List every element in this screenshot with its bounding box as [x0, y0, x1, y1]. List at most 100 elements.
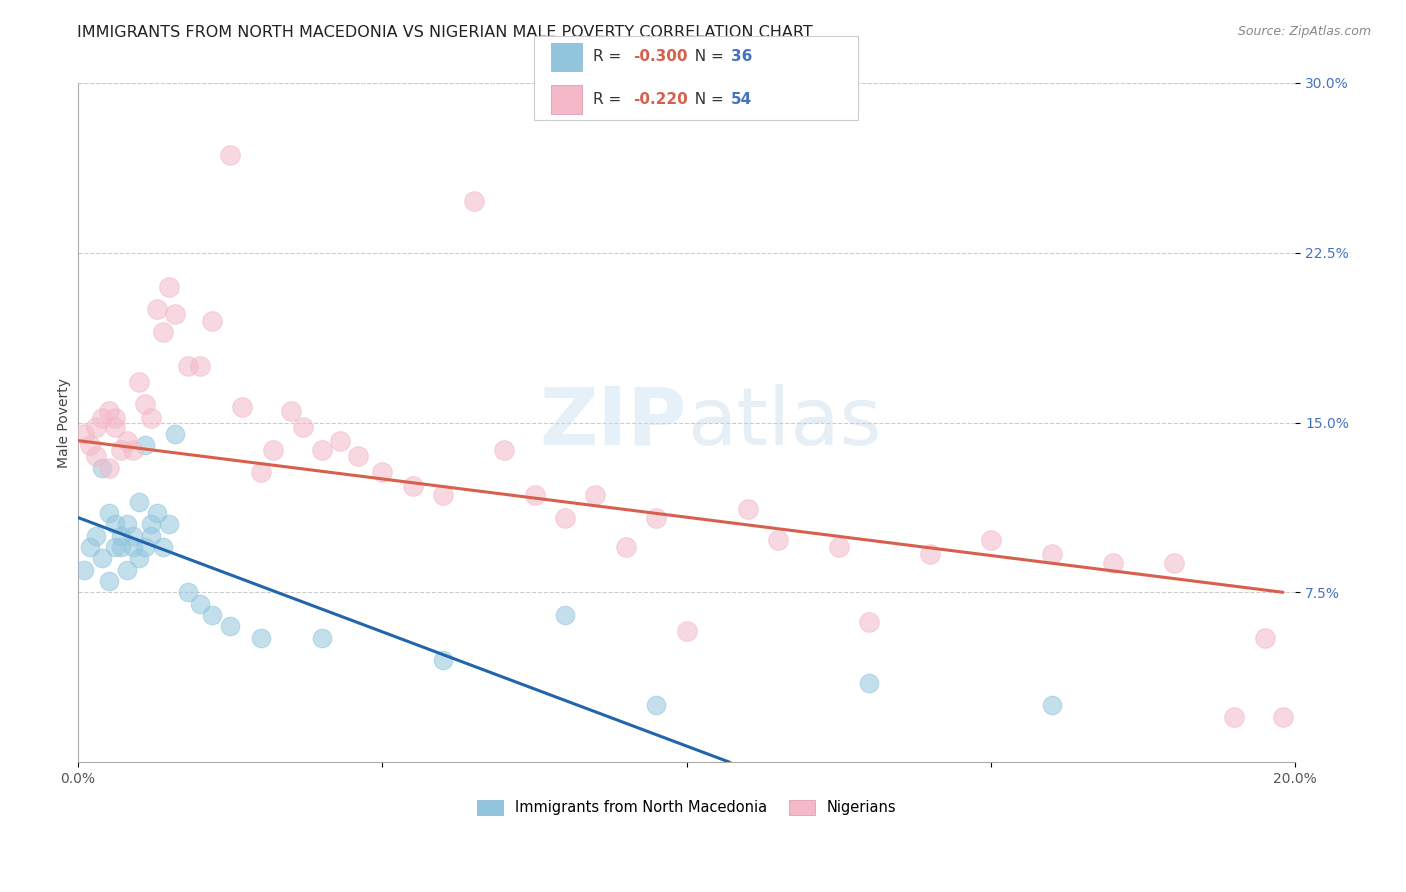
Point — [645, 698, 668, 713]
Point — [79, 438, 101, 452]
Point — [311, 442, 333, 457]
Point — [1163, 556, 1185, 570]
Point — [176, 359, 198, 373]
Text: IMMIGRANTS FROM NORTH MACEDONIA VS NIGERIAN MALE POVERTY CORRELATION CHART: IMMIGRANTS FROM NORTH MACEDONIA VS NIGER… — [77, 25, 813, 40]
Point — [91, 411, 114, 425]
Point — [91, 460, 114, 475]
Text: R =: R = — [593, 92, 627, 107]
Text: -0.300: -0.300 — [633, 49, 688, 64]
Point — [86, 450, 108, 464]
Point — [134, 438, 156, 452]
Text: 36: 36 — [731, 49, 752, 64]
Point — [165, 307, 187, 321]
Point — [141, 517, 163, 532]
Point — [1040, 547, 1063, 561]
Point — [86, 529, 108, 543]
Point — [645, 510, 668, 524]
Point — [201, 607, 224, 622]
Text: Source: ZipAtlas.com: Source: ZipAtlas.com — [1237, 25, 1371, 38]
Point — [122, 540, 145, 554]
Text: R =: R = — [593, 49, 627, 64]
Point — [104, 540, 127, 554]
Text: N =: N = — [685, 49, 728, 64]
Point — [329, 434, 352, 448]
Point — [554, 510, 576, 524]
Point — [104, 420, 127, 434]
Point — [523, 488, 546, 502]
Point — [280, 404, 302, 418]
Text: 54: 54 — [731, 92, 752, 107]
Point — [920, 547, 942, 561]
Point — [115, 434, 138, 448]
Point — [858, 676, 880, 690]
Point — [146, 302, 169, 317]
Point — [152, 540, 174, 554]
Point — [980, 533, 1002, 548]
Y-axis label: Male Poverty: Male Poverty — [58, 377, 72, 467]
Point — [583, 488, 606, 502]
Point — [231, 400, 253, 414]
Point — [141, 411, 163, 425]
Point — [97, 574, 120, 588]
Point — [73, 426, 96, 441]
Point — [128, 494, 150, 508]
Point — [152, 325, 174, 339]
Point — [262, 442, 284, 457]
Point — [110, 540, 132, 554]
Point — [115, 563, 138, 577]
Point — [86, 420, 108, 434]
Point — [1223, 710, 1246, 724]
Point — [463, 194, 485, 208]
Point — [97, 506, 120, 520]
Point — [249, 466, 271, 480]
Point — [110, 442, 132, 457]
Point — [494, 442, 516, 457]
Point — [97, 460, 120, 475]
Point — [188, 359, 211, 373]
Point — [347, 450, 370, 464]
Point — [292, 420, 315, 434]
Point — [176, 585, 198, 599]
Point — [614, 540, 637, 554]
Point — [249, 631, 271, 645]
Point — [675, 624, 697, 638]
Legend: Immigrants from North Macedonia, Nigerians: Immigrants from North Macedonia, Nigeria… — [470, 793, 904, 822]
Point — [122, 529, 145, 543]
Point — [432, 653, 454, 667]
Text: -0.220: -0.220 — [633, 92, 688, 107]
Point — [402, 479, 425, 493]
Point — [371, 466, 394, 480]
Point — [828, 540, 851, 554]
Point — [97, 404, 120, 418]
Point — [79, 540, 101, 554]
Point — [1040, 698, 1063, 713]
Point — [219, 619, 242, 633]
Point — [1254, 631, 1277, 645]
Point — [165, 426, 187, 441]
Point — [110, 529, 132, 543]
Point — [91, 551, 114, 566]
Point — [73, 563, 96, 577]
Point — [858, 615, 880, 629]
Text: ZIP: ZIP — [540, 384, 686, 461]
Point — [146, 506, 169, 520]
Point — [104, 517, 127, 532]
Point — [766, 533, 789, 548]
Point — [432, 488, 454, 502]
Point — [157, 279, 180, 293]
Point — [128, 551, 150, 566]
Point — [737, 501, 759, 516]
Point — [1101, 556, 1123, 570]
Point — [311, 631, 333, 645]
Point — [134, 540, 156, 554]
Point — [134, 397, 156, 411]
Point — [157, 517, 180, 532]
Text: atlas: atlas — [686, 384, 882, 461]
Point — [104, 411, 127, 425]
Point — [219, 148, 242, 162]
Point — [201, 313, 224, 327]
Point — [128, 375, 150, 389]
Point — [141, 529, 163, 543]
Text: N =: N = — [685, 92, 728, 107]
Point — [1272, 710, 1295, 724]
